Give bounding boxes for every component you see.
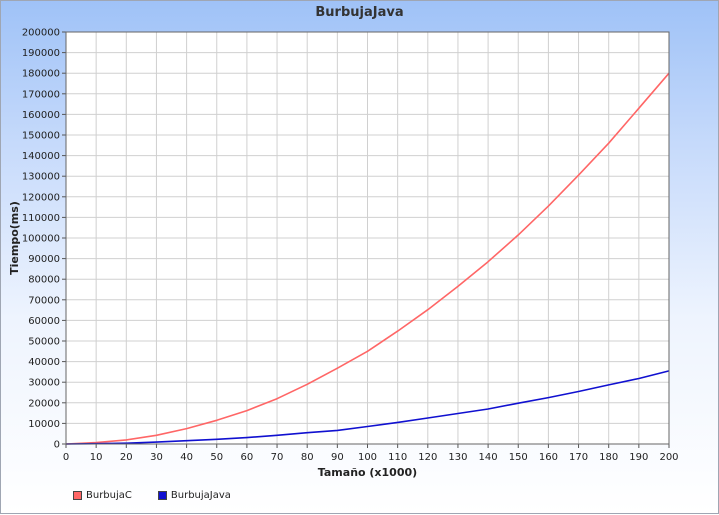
y-tick-label: 0 (54, 440, 60, 451)
series-line-burbujajava (65, 370, 670, 445)
legend-label-burbujajava: BurbujaJava (170, 490, 231, 501)
x-tick-label: 30 (150, 452, 163, 463)
legend-item-burbujajava: BurbujaJava (157, 490, 231, 501)
y-tick-label: 190000 (22, 48, 60, 59)
y-tick-label: 90000 (28, 254, 60, 265)
y-tick-label: 20000 (28, 398, 60, 409)
x-tick-label: 130 (448, 452, 467, 463)
legend-swatch-burbujac (73, 491, 82, 500)
y-tick-label: 120000 (22, 192, 60, 203)
y-tick-label: 70000 (28, 295, 60, 306)
series-layer (65, 72, 670, 445)
legend-item-burbujac: BurbujaC (73, 490, 132, 501)
y-tick-label: 170000 (22, 89, 60, 100)
x-tick-label: 100 (358, 452, 377, 463)
y-tick-label: 150000 (22, 131, 60, 142)
series-line-burbujac (65, 72, 670, 445)
y-tick-label: 140000 (22, 151, 60, 162)
y-tick-label: 130000 (22, 172, 60, 183)
legend-swatch-burbujajava (157, 491, 167, 500)
legend-label-burbujac: BurbujaC (86, 490, 132, 501)
plot-border (65, 31, 670, 445)
grid-lines (65, 31, 670, 445)
y-tick-label: 110000 (22, 213, 60, 224)
y-tick-label: 160000 (22, 110, 60, 121)
x-tick-label: 80 (301, 452, 314, 463)
x-tick-label: 140 (479, 452, 498, 463)
y-tick-label: 40000 (28, 357, 60, 368)
x-tick-label: 170 (569, 452, 588, 463)
axes (62, 31, 670, 448)
y-tick-label: 60000 (28, 316, 60, 327)
y-tick-label: 10000 (28, 419, 60, 430)
x-axis-label: Tamaño (x1000) (318, 466, 417, 479)
y-tick-label: 180000 (22, 69, 60, 80)
x-tick-label: 90 (331, 452, 344, 463)
x-tick-label: 180 (599, 452, 618, 463)
x-tick-label: 50 (210, 452, 223, 463)
y-tick-label: 100000 (22, 234, 60, 245)
x-tick-label: 120 (418, 452, 437, 463)
x-tick-label: 10 (90, 452, 103, 463)
y-tick-label: 30000 (28, 378, 60, 389)
tick-labels: 0 10000 20000 30000 40000 50000 60000 70000 8000… (22, 28, 679, 464)
x-tick-label: 160 (539, 452, 558, 463)
chart-title: BurbujaJava (315, 5, 404, 20)
y-tick-label: 200000 (22, 28, 60, 39)
x-tick-label: 20 (120, 452, 133, 463)
x-tick-label: 60 (241, 452, 254, 463)
y-tick-label: 80000 (28, 275, 60, 286)
x-tick-label: 150 (509, 452, 528, 463)
x-tick-label: 70 (271, 452, 284, 463)
x-tick-label: 40 (180, 452, 193, 463)
y-tick-label: 50000 (28, 337, 60, 348)
x-tick-label: 110 (388, 452, 407, 463)
y-axis-label: Tiempo(ms) (8, 201, 21, 275)
x-tick-label: 0 (63, 452, 69, 463)
x-tick-label: 190 (629, 452, 648, 463)
x-tick-label: 200 (659, 452, 678, 463)
legend: BurbujaC BurbujaJava (73, 490, 231, 501)
